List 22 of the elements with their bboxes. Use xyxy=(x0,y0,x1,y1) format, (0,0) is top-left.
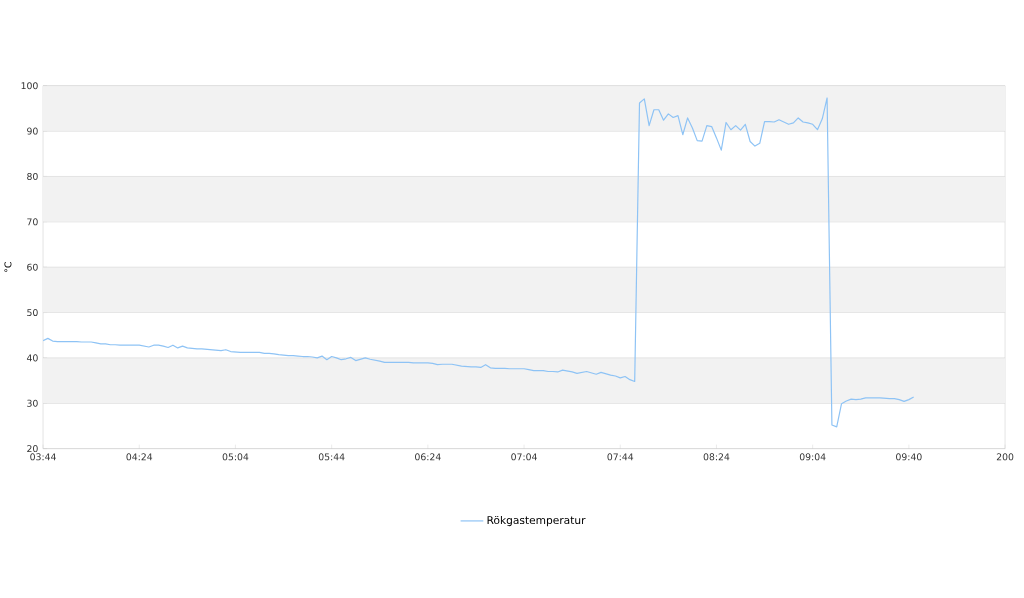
x-tick-label: 03:44 xyxy=(30,453,56,461)
y-tick-label: 90 xyxy=(27,127,38,135)
y-tick-label: 40 xyxy=(26,354,38,362)
y-tick-label: 50 xyxy=(27,308,38,316)
x-tick-label: 07:04 xyxy=(511,453,537,461)
x-tick-label: 04:24 xyxy=(126,453,153,461)
x-tick-label: 09:40 xyxy=(896,453,922,461)
x-tick-label: 200 xyxy=(996,453,1014,461)
y-tick-label: 60 xyxy=(27,263,38,271)
legend-label: Rökgastemperatur xyxy=(487,515,586,527)
y-tick-label: 80 xyxy=(27,172,38,180)
y-axis-title: °C xyxy=(4,262,12,272)
y-tick-label: 100 xyxy=(21,82,38,90)
y-tick-label: 30 xyxy=(27,399,38,407)
y-tick-label: 20 xyxy=(27,445,38,453)
x-tick-label: 05:44 xyxy=(318,453,345,461)
x-tick-label: 05:04 xyxy=(222,453,249,461)
x-tick-label: 09:04 xyxy=(799,453,826,461)
y-tick-label: 70 xyxy=(27,218,38,226)
x-tick-label: 06:24 xyxy=(415,453,441,461)
x-tick-label: 07:44 xyxy=(607,453,634,461)
x-tick-label: 08:24 xyxy=(703,453,730,461)
